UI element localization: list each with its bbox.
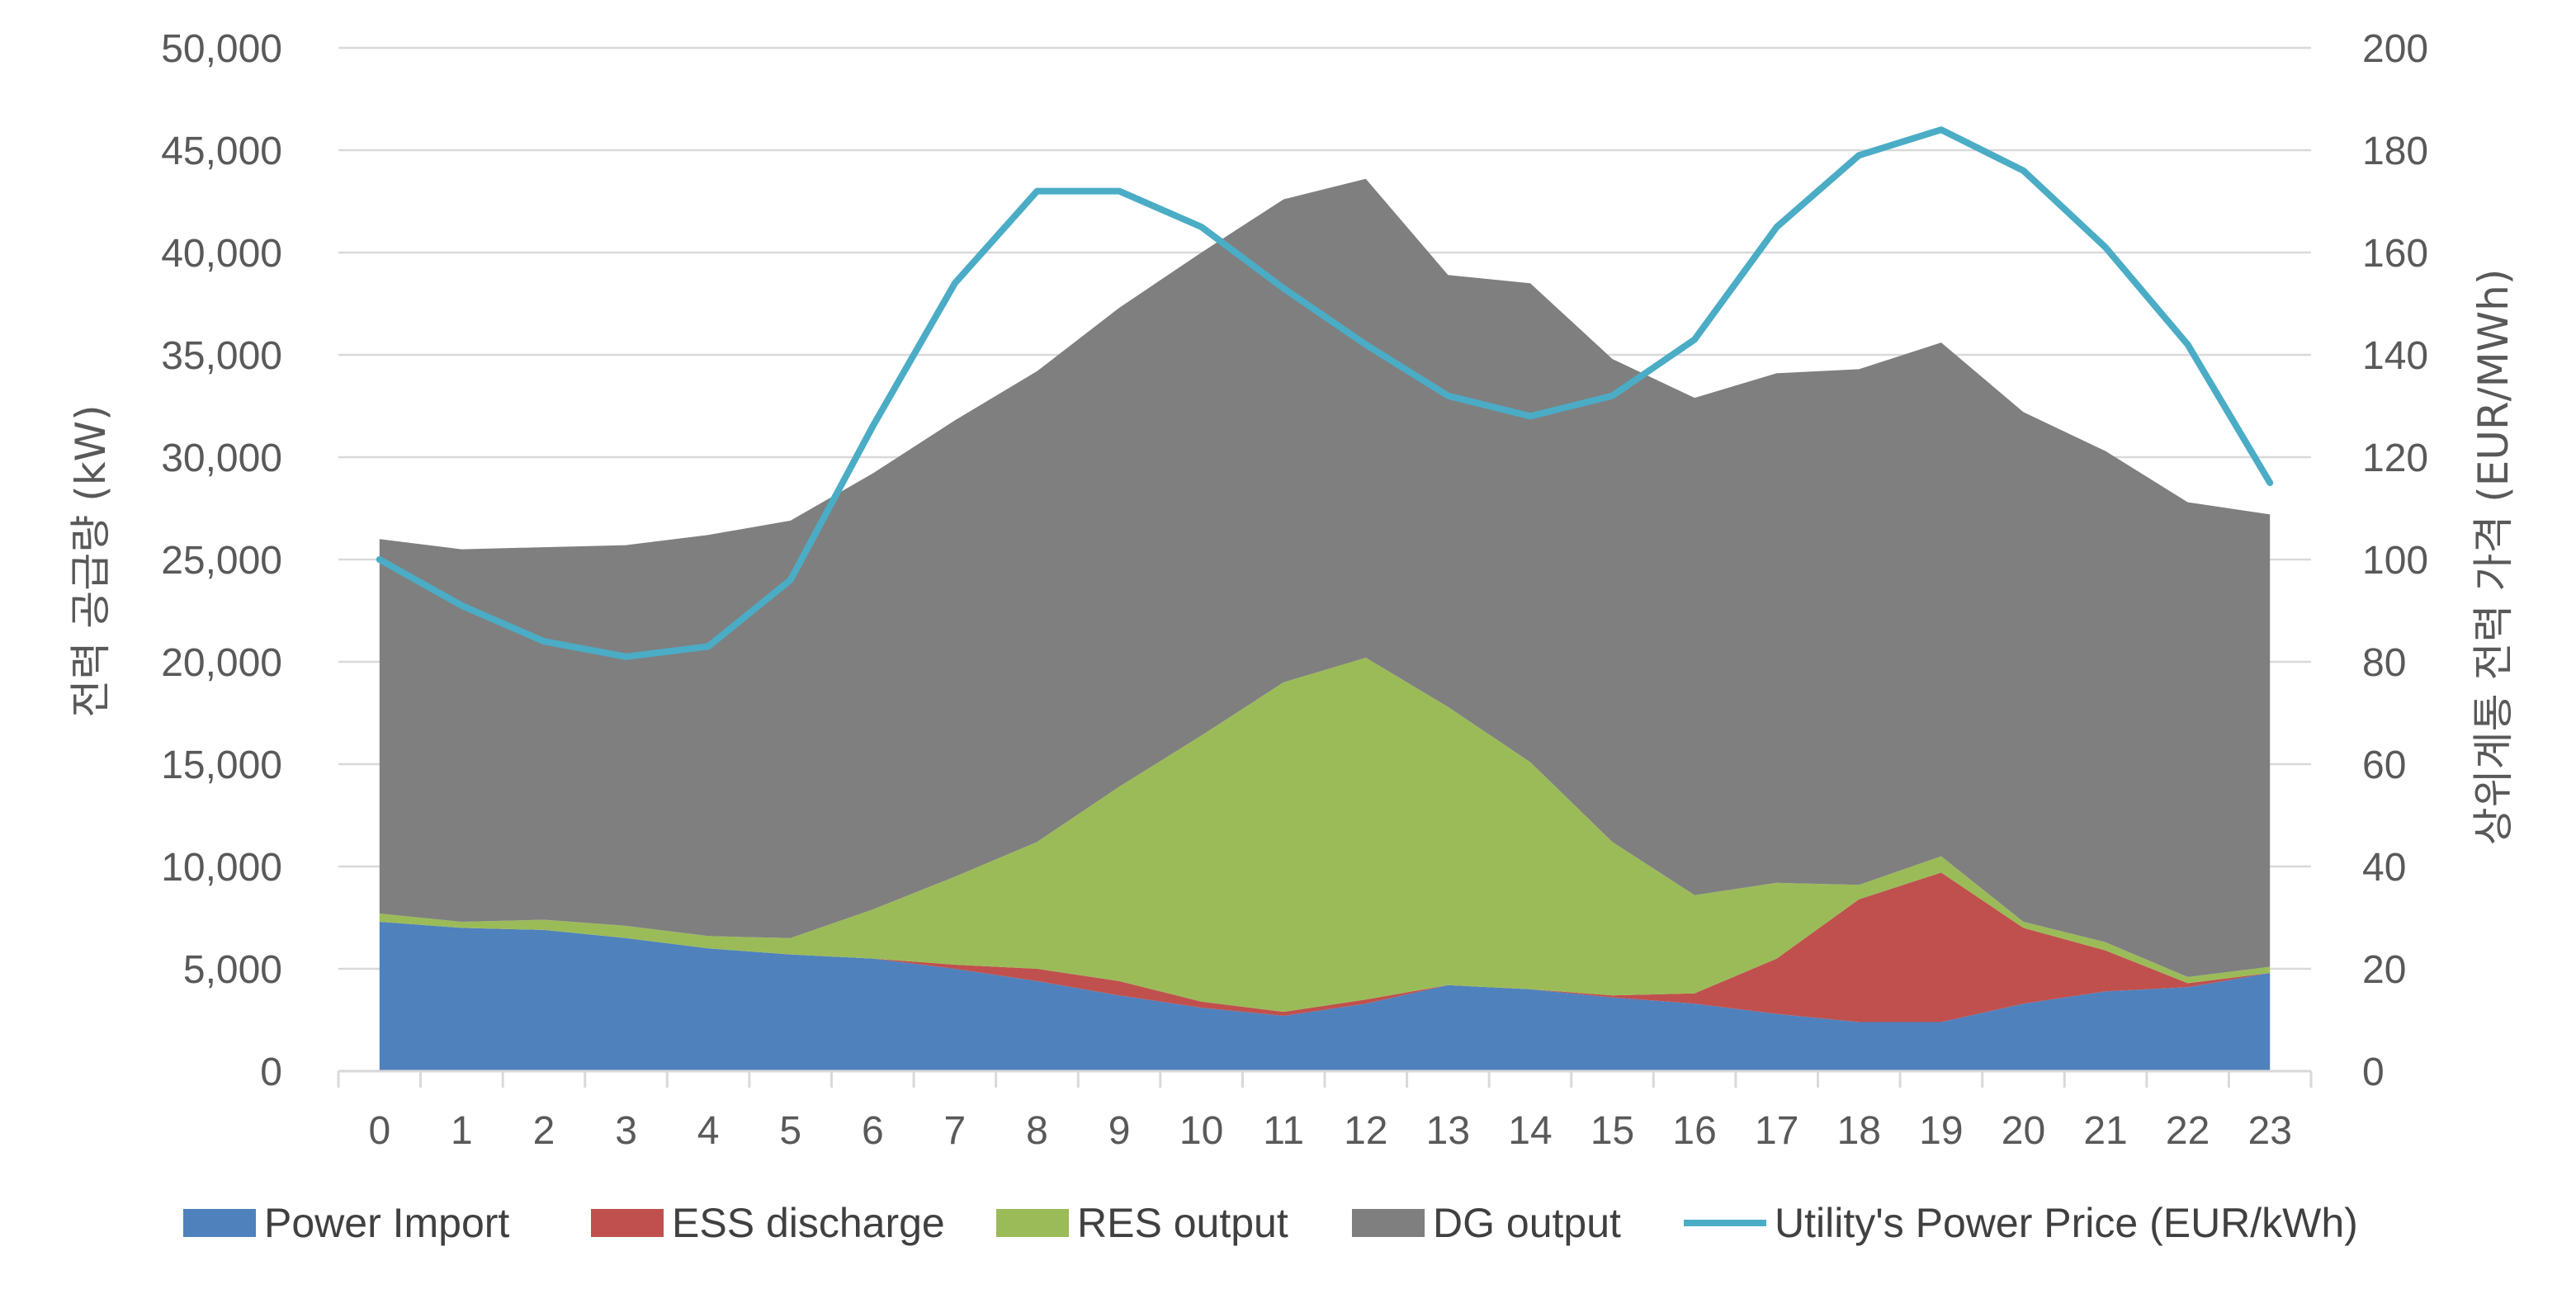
- x-tick-label: 2: [533, 1109, 555, 1153]
- x-tick-label: 1: [451, 1109, 473, 1153]
- left-tick-label: 0: [260, 1051, 282, 1094]
- right-tick-label: 100: [2362, 539, 2428, 583]
- right-tick-label: 120: [2362, 437, 2428, 480]
- legend-label-ess-discharge: ESS discharge: [672, 1200, 945, 1246]
- right-tick-label: 20: [2362, 948, 2406, 992]
- right-tick-label: 140: [2362, 334, 2428, 378]
- right-y-axis-ticks: 0 20 40 60 80 100 120 140 160 180 200: [2362, 27, 2428, 1094]
- legend-swatch-res-output: [996, 1209, 1069, 1237]
- right-tick-label: 180: [2362, 130, 2428, 173]
- x-tick-label: 8: [1026, 1109, 1048, 1153]
- legend-label-power-import: Power Import: [264, 1200, 509, 1246]
- legend-label-dg-output: DG output: [1433, 1200, 1621, 1246]
- left-tick-label: 10,000: [161, 846, 282, 890]
- ess-discharge-area: [379, 872, 2271, 1022]
- x-tick-label: 23: [2248, 1109, 2292, 1153]
- left-tick-label: 30,000: [161, 437, 282, 480]
- left-tick-label: 50,000: [161, 27, 282, 71]
- res-output-area: [379, 658, 2271, 1013]
- legend-label-utility-s-power-price-eur-kwh: Utility's Power Price (EUR/kWh): [1775, 1200, 2358, 1246]
- right-tick-label: 0: [2362, 1051, 2385, 1094]
- dg-output-area: [379, 178, 2271, 977]
- legend-swatch-dg-output: [1352, 1209, 1425, 1237]
- x-tick-label: 3: [615, 1109, 637, 1153]
- right-y-axis-title: 상위계통 전력 가격 (EUR/MWh): [2470, 269, 2517, 846]
- legend-label-res-output: RES output: [1077, 1200, 1288, 1246]
- right-tick-label: 60: [2362, 744, 2406, 787]
- x-tick-label: 5: [779, 1109, 801, 1153]
- price-line-layer: [376, 126, 2274, 660]
- legend-swatch-power-import: [183, 1209, 256, 1237]
- x-tick-label: 9: [1108, 1109, 1131, 1153]
- left-tick-label: 20,000: [161, 641, 282, 685]
- x-tick-label: 6: [862, 1109, 884, 1153]
- x-tick-label: 19: [1919, 1109, 1963, 1153]
- x-tick-label: 15: [1591, 1109, 1634, 1153]
- x-tick-label: 22: [2166, 1109, 2210, 1153]
- x-tick-label: 18: [1837, 1109, 1881, 1153]
- left-y-axis-title: 전력 공급량 (kW): [67, 404, 115, 717]
- x-tick-label: 21: [2083, 1109, 2127, 1153]
- x-axis-ticks: 0 1 2 3 4 5 6 7 8 9 10 11 12 13 14 15 16 17 18 19 20 21 22 23: [368, 1109, 2291, 1153]
- x-tick-label: 13: [1426, 1109, 1470, 1153]
- left-tick-label: 15,000: [161, 744, 282, 787]
- x-axis: [337, 1069, 2313, 1088]
- left-tick-label: 5,000: [183, 948, 282, 992]
- x-tick-label: 7: [944, 1109, 967, 1153]
- right-tick-label: 200: [2362, 27, 2428, 71]
- left-tick-label: 25,000: [161, 539, 282, 583]
- x-tick-label: 12: [1344, 1109, 1387, 1153]
- left-tick-label: 45,000: [161, 130, 282, 173]
- x-tick-label: 11: [1263, 1109, 1304, 1153]
- legend-swatch-ess-discharge: [591, 1209, 664, 1237]
- legend: Power Import ESS discharge RES output DG ou…: [183, 1200, 2358, 1246]
- right-tick-label: 160: [2362, 232, 2428, 276]
- x-tick-label: 0: [368, 1109, 390, 1153]
- x-tick-label: 20: [2002, 1109, 2045, 1153]
- x-tick-label: 17: [1755, 1109, 1798, 1153]
- left-tick-label: 40,000: [161, 232, 282, 276]
- x-tick-label: 10: [1179, 1109, 1223, 1153]
- utility-power-price-line: [376, 126, 2274, 660]
- x-tick-label: 14: [1508, 1109, 1552, 1153]
- right-tick-label: 80: [2362, 641, 2406, 685]
- left-tick-label: 35,000: [161, 334, 282, 378]
- left-y-axis-ticks: 0 5,000 10,000 15,000 20,000 25,000 30,000 35,0…: [161, 27, 282, 1094]
- power-import-area: [379, 922, 2271, 1071]
- stacked-areas: [379, 178, 2271, 1071]
- right-tick-label: 40: [2362, 846, 2406, 890]
- x-tick-label: 4: [697, 1109, 720, 1153]
- x-tick-label: 16: [1672, 1109, 1716, 1153]
